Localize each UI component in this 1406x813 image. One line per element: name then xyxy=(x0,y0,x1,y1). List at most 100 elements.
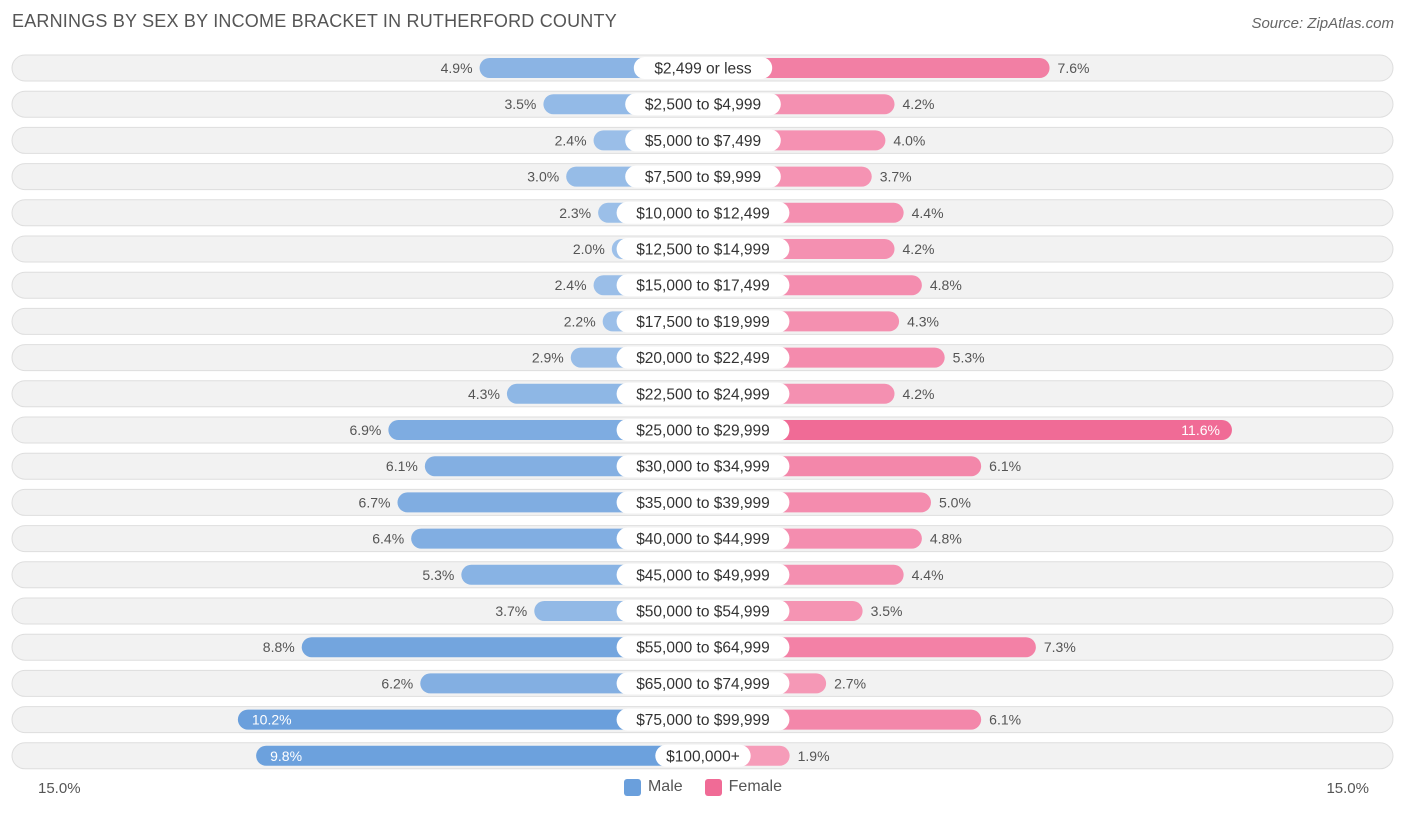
category-label: $40,000 to $44,999 xyxy=(636,531,770,548)
category-label: $65,000 to $74,999 xyxy=(636,676,770,693)
category-label: $25,000 to $29,999 xyxy=(636,423,770,440)
value-label-female: 7.3% xyxy=(1044,639,1076,655)
legend-item-male[interactable]: Male xyxy=(623,778,683,796)
category-label: $50,000 to $54,999 xyxy=(636,604,770,621)
category-label: $12,500 to $14,999 xyxy=(636,242,770,259)
category-label: $7,500 to $9,999 xyxy=(645,169,761,186)
value-label-female: 4.4% xyxy=(912,567,944,583)
bar-male[interactable] xyxy=(237,709,703,730)
category-label: $45,000 to $49,999 xyxy=(636,567,770,584)
bracket-row: 4.9% 7.6% $2,499 or less xyxy=(11,54,1394,82)
category-pill xyxy=(616,708,790,731)
value-label-female: 3.5% xyxy=(871,603,903,619)
bracket-row: 10.2% 6.1% $75,000 to $99,999 xyxy=(11,706,1394,734)
value-label-male: 3.7% xyxy=(495,603,527,619)
category-label: $30,000 to $34,999 xyxy=(636,459,770,476)
category-label: $17,500 to $19,999 xyxy=(636,314,770,331)
bar-male[interactable] xyxy=(256,745,703,766)
bracket-row: 2.3% 4.4% $10,000 to $12,499 xyxy=(11,199,1394,227)
value-label-female: 4.2% xyxy=(903,241,935,257)
category-label: $75,000 to $99,999 xyxy=(636,712,770,729)
bracket-row: 3.7% 3.5% $50,000 to $54,999 xyxy=(11,597,1394,625)
bracket-row: 6.9% 11.6% $25,000 to $29,999 xyxy=(11,416,1394,444)
value-label-male: 6.2% xyxy=(381,675,413,691)
category-label: $15,000 to $17,499 xyxy=(636,278,770,295)
category-label: $10,000 to $12,499 xyxy=(636,205,770,222)
category-pill xyxy=(616,310,790,333)
category-pill xyxy=(633,57,773,79)
category-pill xyxy=(625,129,781,152)
legend-label-male: Male xyxy=(647,778,683,795)
category-pill xyxy=(616,636,790,659)
bracket-row: 2.4% 4.0% $5,000 to $7,499 xyxy=(11,126,1394,154)
legend-swatch-female xyxy=(704,778,722,796)
category-label: $35,000 to $39,999 xyxy=(636,495,770,512)
category-pill xyxy=(655,744,751,767)
bracket-row: 6.1% 6.1% $30,000 to $34,999 xyxy=(11,452,1394,480)
category-pill xyxy=(616,455,790,478)
bar-male[interactable] xyxy=(301,637,703,658)
category-pill xyxy=(616,201,790,224)
bar-female[interactable] xyxy=(703,420,1232,440)
category-label: $5,000 to $7,499 xyxy=(645,133,761,150)
bar-female[interactable] xyxy=(703,58,1050,78)
bracket-row: 6.2% 2.7% $65,000 to $74,999 xyxy=(11,669,1394,697)
value-label-female: 6.1% xyxy=(989,458,1021,474)
bracket-row: 2.2% 4.3% $17,500 to $19,999 xyxy=(11,307,1394,335)
category-pill xyxy=(616,527,790,550)
category-pill xyxy=(616,238,790,260)
value-label-male: 2.0% xyxy=(573,241,605,257)
bracket-row: 4.3% 4.2% $22,500 to $24,999 xyxy=(11,380,1394,408)
legend-label-female: Female xyxy=(728,778,783,795)
category-pill xyxy=(616,563,790,586)
axis-label-right: 15.0% xyxy=(1326,780,1369,797)
value-label-male: 2.9% xyxy=(532,350,564,366)
legend: Male Female xyxy=(0,778,1406,796)
category-pill xyxy=(616,672,790,695)
axis-label-left: 15.0% xyxy=(38,780,81,797)
value-label-female: 3.7% xyxy=(880,169,912,185)
value-label-male: 2.3% xyxy=(559,205,591,221)
category-label: $100,000+ xyxy=(666,748,740,765)
source-credit: Source: ZipAtlas.com xyxy=(1251,15,1394,32)
value-label-male: 4.3% xyxy=(468,386,500,402)
bracket-row: 9.8% 1.9% $100,000+ xyxy=(11,742,1394,770)
value-label-male: 10.2% xyxy=(252,712,292,728)
category-pill xyxy=(625,165,781,188)
chart-title: EARNINGS BY SEX BY INCOME BRACKET IN RUT… xyxy=(12,11,617,31)
value-label-male: 6.4% xyxy=(372,531,404,547)
value-label-male: 2.4% xyxy=(555,277,587,293)
value-label-male: 2.2% xyxy=(564,313,596,329)
value-label-female: 11.6% xyxy=(1181,422,1220,438)
value-label-female: 5.3% xyxy=(953,350,985,366)
bracket-row: 6.7% 5.0% $35,000 to $39,999 xyxy=(11,488,1394,516)
category-label: $2,500 to $4,999 xyxy=(645,97,761,114)
legend-item-female[interactable]: Female xyxy=(704,778,783,796)
legend-swatch-male xyxy=(623,778,641,796)
bracket-row: 5.3% 4.4% $45,000 to $49,999 xyxy=(11,561,1394,589)
category-label: $20,000 to $22,499 xyxy=(636,350,770,367)
category-pill xyxy=(616,274,790,297)
category-label: $2,499 or less xyxy=(654,61,752,78)
value-label-female: 4.3% xyxy=(907,313,939,329)
value-label-female: 4.8% xyxy=(930,277,962,293)
bracket-row: 2.9% 5.3% $20,000 to $22,499 xyxy=(11,344,1394,372)
value-label-female: 1.9% xyxy=(798,748,830,764)
value-label-male: 5.3% xyxy=(422,567,454,583)
category-pill xyxy=(616,491,790,514)
bracket-row: 2.0% 4.2% $12,500 to $14,999 xyxy=(11,235,1394,263)
bracket-row: 6.4% 4.8% $40,000 to $44,999 xyxy=(11,525,1394,553)
bracket-row: 3.5% 4.2% $2,500 to $4,999 xyxy=(11,90,1394,118)
value-label-male: 6.1% xyxy=(386,458,418,474)
value-label-male: 6.7% xyxy=(359,494,391,510)
value-label-male: 6.9% xyxy=(349,422,381,438)
value-label-male: 2.4% xyxy=(555,132,587,148)
value-label-female: 4.8% xyxy=(930,531,962,547)
value-label-female: 5.0% xyxy=(939,494,971,510)
bracket-row: 2.4% 4.8% $15,000 to $17,499 xyxy=(11,271,1394,299)
value-label-female: 2.7% xyxy=(834,675,866,691)
category-pill xyxy=(616,346,790,369)
value-label-female: 6.1% xyxy=(989,712,1021,728)
value-label-male: 3.0% xyxy=(527,169,559,185)
